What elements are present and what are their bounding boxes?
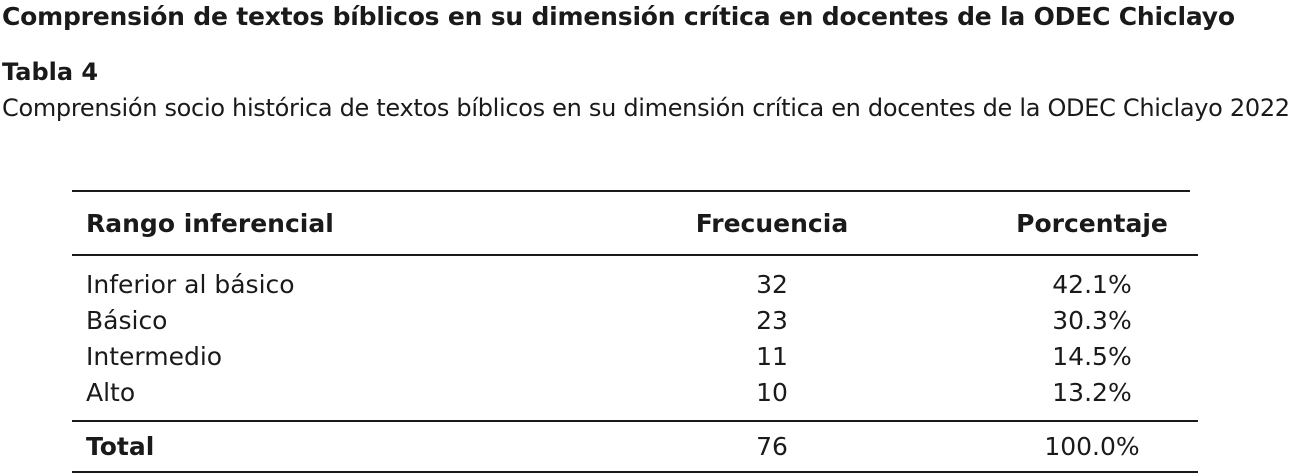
row-category: Alto <box>86 378 136 407</box>
row-frequency: 10 <box>756 378 788 407</box>
table-bottom-rule <box>72 471 1198 473</box>
table-top-rule <box>72 190 1190 192</box>
total-row: Total 76 100.0% <box>72 432 1198 468</box>
row-category: Básico <box>86 306 168 335</box>
frequency-table: Rango inferencial Frecuencia Porcentaje … <box>72 190 1198 475</box>
row-frequency: 23 <box>756 306 788 335</box>
row-percentage: 30.3% <box>1052 306 1132 335</box>
row-frequency: 11 <box>756 342 788 371</box>
table-row: Intermedio 11 14.5% <box>72 342 1198 378</box>
row-category: Inferior al básico <box>86 270 295 299</box>
total-frequency: 76 <box>756 432 788 461</box>
document-heading: Comprensión de textos bíblicos en su dim… <box>2 2 1235 31</box>
table-label: Tabla 4 <box>2 58 99 86</box>
row-frequency: 32 <box>756 270 788 299</box>
total-label: Total <box>86 432 155 461</box>
table-row: Alto 10 13.2% <box>72 378 1198 414</box>
table-caption: Comprensión socio histórica de textos bí… <box>2 94 1290 122</box>
total-percentage: 100.0% <box>1044 432 1140 461</box>
row-percentage: 14.5% <box>1052 342 1132 371</box>
header-porcentaje: Porcentaje <box>1016 209 1168 238</box>
row-percentage: 13.2% <box>1052 378 1132 407</box>
row-percentage: 42.1% <box>1052 270 1132 299</box>
header-rule <box>72 254 1198 256</box>
table-row: Inferior al básico 32 42.1% <box>72 270 1198 306</box>
header-frecuencia: Frecuencia <box>695 209 849 238</box>
row-category: Intermedio <box>86 342 223 371</box>
total-rule <box>72 420 1198 422</box>
header-rango-inferencial: Rango inferencial <box>86 209 334 238</box>
table-row: Básico 23 30.3% <box>72 306 1198 342</box>
